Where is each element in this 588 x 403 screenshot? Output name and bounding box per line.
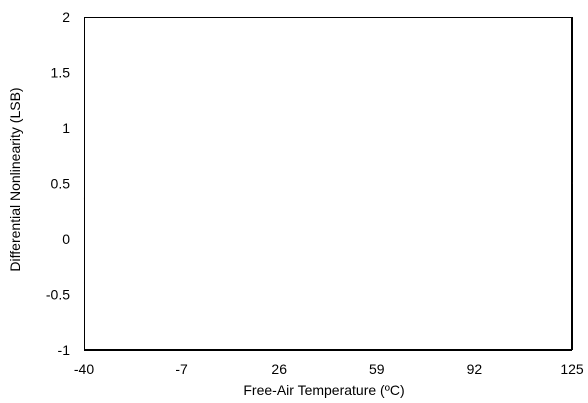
y-tick-label: -1 <box>58 342 71 358</box>
y-tick-label: 0.5 <box>51 176 71 192</box>
x-tick-label: 59 <box>369 361 385 377</box>
plot-border <box>84 17 572 350</box>
y-axis-title: Differential Nonlinearity (LSB) <box>7 87 23 271</box>
y-tick-label: 1.5 <box>51 65 71 81</box>
y-tick-label: 2 <box>62 9 70 25</box>
plot-frame <box>84 17 572 350</box>
x-tick-labels: -40 -7 26 59 92 125 <box>74 361 584 377</box>
x-tick-label: 92 <box>467 361 483 377</box>
y-tick-labels: -1 -0.5 0 0.5 1 1.5 2 <box>46 9 70 358</box>
x-tick-label: -7 <box>175 361 188 377</box>
x-tick-label: 125 <box>560 361 584 377</box>
y-tick-label: 0 <box>62 231 70 247</box>
x-tick-label: -40 <box>74 361 94 377</box>
y-tick-label: 1 <box>62 120 70 136</box>
y-tick-label: -0.5 <box>46 287 70 303</box>
x-tick-label: 26 <box>271 361 287 377</box>
x-axis-title: Free-Air Temperature (ºC) <box>243 382 404 398</box>
